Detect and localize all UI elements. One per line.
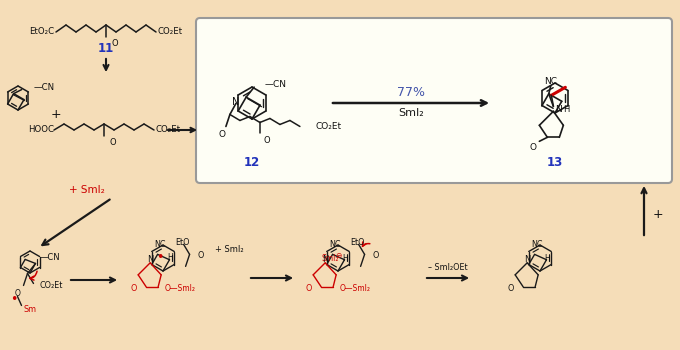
Text: H: H (167, 253, 173, 262)
Text: O: O (111, 39, 118, 48)
Text: O—SmI₂: O—SmI₂ (164, 284, 195, 293)
Text: Sm: Sm (24, 305, 37, 314)
Text: N: N (556, 105, 562, 114)
Text: O: O (198, 251, 204, 260)
Text: CO₂Et: CO₂Et (156, 125, 181, 133)
Text: O: O (264, 136, 271, 146)
Text: ⊖: ⊖ (335, 251, 342, 260)
Text: 11: 11 (98, 42, 114, 56)
Text: SmI₂: SmI₂ (398, 108, 424, 118)
Text: N: N (233, 97, 239, 107)
Text: O: O (373, 251, 379, 260)
Text: —CN: —CN (39, 253, 60, 262)
Text: —CN: —CN (33, 83, 54, 92)
Text: O—SmI₂: O—SmI₂ (339, 284, 370, 293)
Text: + SmI₂: + SmI₂ (215, 245, 243, 254)
Text: •: • (156, 251, 163, 264)
Text: HOOC: HOOC (28, 126, 54, 134)
Text: N: N (322, 256, 328, 264)
Text: N: N (147, 256, 154, 264)
Text: O: O (530, 143, 537, 152)
Text: O: O (306, 284, 312, 293)
Text: —CN: —CN (264, 80, 286, 89)
Text: H: H (343, 254, 348, 263)
Text: N: N (524, 256, 530, 264)
Text: CO₂Et: CO₂Et (316, 122, 342, 131)
Text: – SmI₂OEt: – SmI₂OEt (428, 264, 468, 273)
Text: O: O (14, 289, 20, 298)
Text: NC: NC (544, 77, 557, 86)
Text: NC: NC (531, 240, 543, 249)
Text: H: H (545, 254, 550, 263)
Text: NC: NC (329, 240, 341, 249)
Text: H: H (563, 105, 570, 114)
Text: CO₂Et: CO₂Et (158, 28, 183, 36)
Text: +: + (51, 108, 61, 121)
Text: O: O (109, 138, 116, 147)
Text: •: • (10, 293, 17, 306)
Text: 13: 13 (547, 155, 563, 168)
FancyBboxPatch shape (196, 18, 672, 183)
Text: 12: 12 (244, 156, 260, 169)
Text: NC: NC (154, 240, 165, 249)
Text: O: O (508, 284, 514, 293)
Text: EtO: EtO (351, 238, 365, 247)
Text: O: O (131, 284, 137, 293)
Text: SmI₂: SmI₂ (322, 254, 339, 263)
Text: EtO₂C: EtO₂C (29, 28, 54, 36)
Text: +: + (653, 209, 664, 222)
Text: EtO: EtO (175, 238, 190, 247)
Text: + SmI₂: + SmI₂ (69, 185, 105, 195)
Text: O: O (218, 131, 225, 139)
Text: CO₂Et: CO₂Et (39, 281, 63, 290)
Text: 77%: 77% (397, 85, 425, 98)
